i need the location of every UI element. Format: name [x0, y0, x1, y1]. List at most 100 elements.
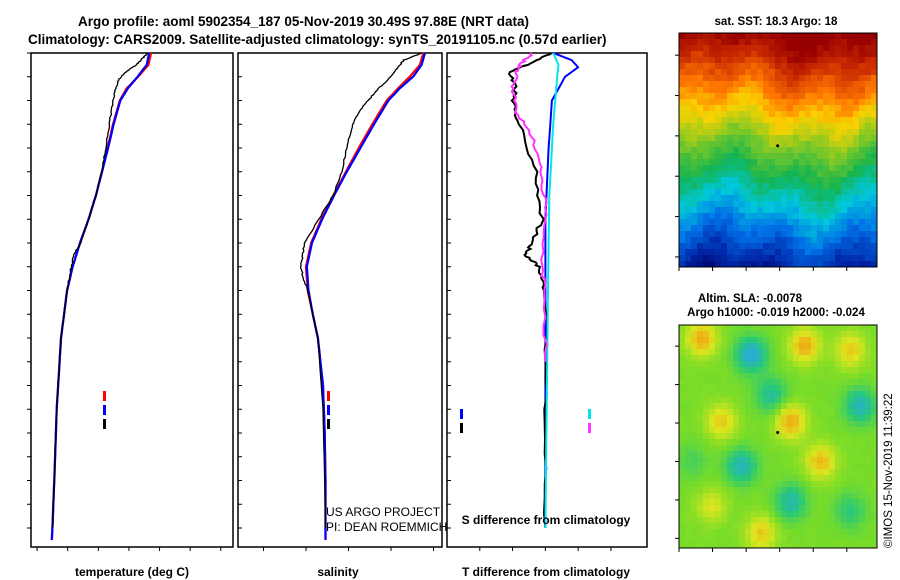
map-cell [709, 63, 716, 70]
map-cell [787, 135, 794, 142]
map-cell [859, 433, 866, 440]
map-cell [727, 165, 734, 172]
map-cell [775, 463, 782, 470]
map-cell [859, 511, 866, 518]
map-cell [787, 457, 794, 464]
map-cell [775, 367, 782, 374]
map-cell [745, 225, 752, 232]
map-cell [835, 123, 842, 130]
map-cell [841, 325, 848, 332]
map-cell [709, 225, 716, 232]
map-cell [859, 231, 866, 238]
map-cell [829, 397, 836, 404]
map-cell [835, 349, 842, 356]
map-cell [679, 57, 686, 64]
map-cell [775, 147, 782, 154]
map-cell [685, 141, 692, 148]
map-cell [829, 39, 836, 46]
map-cell [847, 457, 854, 464]
map-cell [841, 141, 848, 148]
map-cell [751, 325, 758, 332]
map-cell [769, 171, 776, 178]
map-cell [841, 469, 848, 476]
map-cell [721, 349, 728, 356]
map-cell [823, 261, 830, 268]
map-cell [739, 493, 746, 500]
map-cell [859, 331, 866, 338]
map-cell [781, 343, 788, 350]
map-cell [847, 409, 854, 416]
map-cell [865, 499, 872, 506]
map-cell [841, 135, 848, 142]
map-cell [763, 111, 770, 118]
map-cell [865, 391, 872, 398]
map-cell [805, 385, 812, 392]
map-cell [739, 427, 746, 434]
map-cell [829, 427, 836, 434]
map-cell [733, 439, 740, 446]
map-cell [733, 427, 740, 434]
map-cell [847, 469, 854, 476]
map-cell [847, 337, 854, 344]
map-cell [715, 39, 722, 46]
map-cell [853, 409, 860, 416]
map-cell [871, 469, 878, 476]
map-cell [817, 331, 824, 338]
map-cell [793, 475, 800, 482]
map-cell [739, 183, 746, 190]
map-cell [817, 373, 824, 380]
map-cell [727, 177, 734, 184]
map-cell [871, 243, 878, 250]
map-cell [823, 87, 830, 94]
map-cell [745, 123, 752, 130]
map-cell [745, 361, 752, 368]
map-cell [739, 111, 746, 118]
map-cell [811, 331, 818, 338]
map-cell [697, 487, 704, 494]
map-cell [679, 487, 686, 494]
map-cell [697, 99, 704, 106]
map-cell [865, 33, 872, 40]
map-cell [715, 69, 722, 76]
map-cell [757, 207, 764, 214]
map-cell [751, 331, 758, 338]
map-cell [763, 93, 770, 100]
map-cell [793, 415, 800, 422]
map-cell [679, 63, 686, 70]
salinity-plot [238, 52, 434, 551]
map-cell [733, 469, 740, 476]
map-cell [727, 343, 734, 350]
map-cell [763, 439, 770, 446]
map-cell [817, 33, 824, 40]
map-cell [679, 427, 686, 434]
map-cell [817, 445, 824, 452]
map-cell [817, 505, 824, 512]
map-cell [859, 403, 866, 410]
map-cell [715, 165, 722, 172]
map-cell [751, 397, 758, 404]
map-cell [757, 493, 764, 500]
map-cell [859, 171, 866, 178]
map-cell [811, 165, 818, 172]
map-cell [835, 93, 842, 100]
map-cell [841, 367, 848, 374]
map-cell [781, 141, 788, 148]
map-cell [841, 195, 848, 202]
legend-swatch [327, 391, 330, 401]
map-cell [829, 87, 836, 94]
map-cell [745, 343, 752, 350]
map-cell [781, 153, 788, 160]
map-cell [835, 493, 842, 500]
map-cell [793, 433, 800, 440]
map-cell [745, 397, 752, 404]
map-cell [787, 189, 794, 196]
map-cell [769, 261, 776, 268]
map-cell [811, 415, 818, 422]
map-cell [793, 403, 800, 410]
map-cell [787, 117, 794, 124]
map-cell [679, 391, 686, 398]
map-cell [871, 153, 878, 160]
map-cell [817, 57, 824, 64]
map-cell [829, 421, 836, 428]
